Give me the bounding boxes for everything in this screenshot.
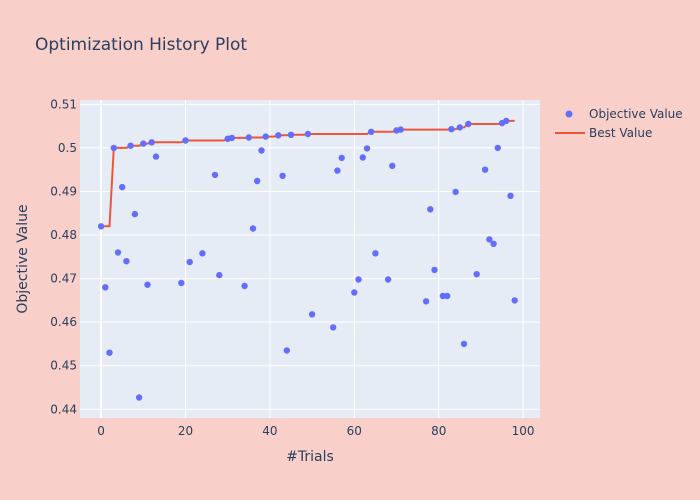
objective-point[interactable] <box>359 154 366 161</box>
objective-point[interactable] <box>123 258 130 265</box>
x-tick-label: 60 <box>347 424 362 438</box>
objective-point[interactable] <box>102 284 109 291</box>
objective-point[interactable] <box>503 117 510 125</box>
objective-point[interactable] <box>119 183 126 191</box>
legend-item-best-value[interactable]: Best Value <box>555 126 652 140</box>
legend[interactable]: Objective Value Best Value <box>555 107 683 140</box>
objective-point[interactable] <box>186 258 193 266</box>
objective-point[interactable] <box>245 134 252 141</box>
objective-point[interactable] <box>127 142 134 149</box>
objective-point[interactable] <box>106 349 113 356</box>
x-axis-title: #Trials <box>286 449 334 465</box>
objective-point[interactable] <box>511 297 518 304</box>
objective-point[interactable] <box>397 126 404 133</box>
objective-point[interactable] <box>211 171 219 179</box>
objective-point[interactable] <box>363 145 371 152</box>
objective-point[interactable] <box>97 223 105 230</box>
objective-point[interactable] <box>304 130 312 138</box>
objective-point[interactable] <box>490 240 497 247</box>
y-tick-label: 0.48 <box>50 228 77 242</box>
objective-point[interactable] <box>135 394 143 401</box>
objective-point[interactable] <box>372 250 379 257</box>
x-tick-label: 100 <box>512 424 535 438</box>
objective-point[interactable] <box>384 276 392 283</box>
objective-point[interactable] <box>241 282 248 290</box>
objective-point[interactable] <box>283 347 290 354</box>
objective-point[interactable] <box>338 154 345 162</box>
legend-marker-objective <box>565 110 573 118</box>
objective-point[interactable] <box>144 281 151 288</box>
x-tick-label: 0 <box>97 424 105 438</box>
legend-label-objective: Objective Value <box>589 107 683 121</box>
objective-point[interactable] <box>330 324 337 331</box>
objective-point[interactable] <box>152 153 160 160</box>
objective-point[interactable] <box>199 250 206 257</box>
objective-point[interactable] <box>473 271 480 278</box>
objective-point[interactable] <box>110 144 118 152</box>
legend-label-best: Best Value <box>589 126 652 140</box>
objective-point[interactable] <box>456 124 463 131</box>
y-tick-label: 0.46 <box>50 315 77 329</box>
objective-point[interactable] <box>448 126 455 133</box>
objective-point[interactable] <box>262 133 269 140</box>
objective-point[interactable] <box>287 131 295 138</box>
objective-point[interactable] <box>216 271 223 279</box>
objective-point[interactable] <box>431 266 438 274</box>
chart-title: Optimization History Plot <box>35 35 247 55</box>
objective-point[interactable] <box>178 279 185 287</box>
y-axis-title: Objective Value <box>15 204 31 313</box>
objective-point[interactable] <box>452 188 459 196</box>
objective-point[interactable] <box>249 225 257 232</box>
legend-item-objective-value[interactable]: Objective Value <box>565 107 683 121</box>
objective-point[interactable] <box>148 139 155 146</box>
x-tick-label: 80 <box>431 424 446 438</box>
axis-ticks: 0 20 40 60 80 100 0.44 0.45 0.46 0.47 0.48 0.49 0.5 0… <box>50 97 534 438</box>
objective-point[interactable] <box>279 172 286 179</box>
objective-point[interactable] <box>486 236 493 243</box>
objective-point[interactable] <box>114 249 122 256</box>
objective-point[interactable] <box>355 276 362 283</box>
objective-point[interactable] <box>140 140 147 147</box>
objective-point[interactable] <box>494 144 501 152</box>
objective-point[interactable] <box>507 192 514 199</box>
objective-point[interactable] <box>351 289 358 296</box>
grid-lines <box>80 100 540 418</box>
objective-point[interactable] <box>182 137 189 144</box>
y-tick-label: 0.51 <box>50 97 77 111</box>
objective-point[interactable] <box>131 210 139 218</box>
objective-point[interactable] <box>389 162 396 169</box>
x-tick-label: 40 <box>262 424 277 438</box>
objective-point[interactable] <box>258 147 265 154</box>
objective-point[interactable] <box>228 134 236 142</box>
objective-point[interactable] <box>275 132 282 139</box>
plot-area <box>80 100 540 418</box>
objective-point[interactable] <box>465 120 472 128</box>
y-tick-label: 0.45 <box>50 359 77 373</box>
objective-point[interactable] <box>334 167 341 174</box>
objective-point[interactable] <box>422 298 430 305</box>
y-tick-label: 0.44 <box>50 402 77 416</box>
objective-point[interactable] <box>368 128 375 135</box>
y-tick-label: 0.5 <box>58 141 77 155</box>
objective-point[interactable] <box>481 166 489 173</box>
objective-point[interactable] <box>427 206 434 213</box>
objective-point[interactable] <box>444 292 451 300</box>
objective-point[interactable] <box>254 177 261 185</box>
y-tick-label: 0.47 <box>50 272 77 286</box>
y-tick-label: 0.49 <box>50 184 77 198</box>
objective-point[interactable] <box>460 340 468 348</box>
x-tick-label: 20 <box>178 424 193 438</box>
objective-points <box>97 117 518 401</box>
objective-point[interactable] <box>308 311 316 318</box>
